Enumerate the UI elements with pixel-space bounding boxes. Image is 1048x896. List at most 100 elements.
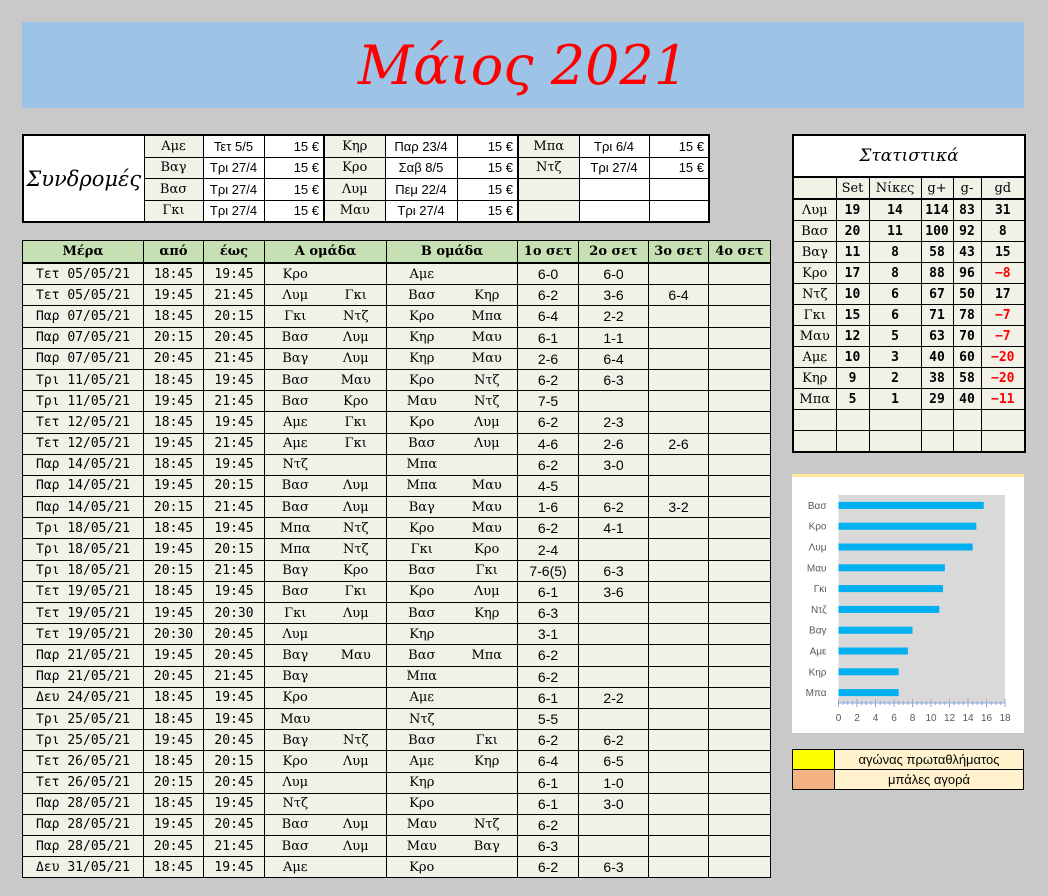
set-2-score[interactable] (578, 474, 650, 498)
set-2-score[interactable]: 6-5 (578, 750, 650, 773)
set-3-score[interactable] (648, 453, 710, 476)
team-b-player-1[interactable]: Κηρ (386, 326, 457, 349)
set-3-score[interactable] (648, 347, 710, 370)
start-time[interactable]: 19:45 (143, 729, 204, 752)
team-a-player-2[interactable] (325, 792, 388, 815)
team-a-player-1[interactable]: Γκι (264, 305, 326, 328)
team-a-player-2[interactable]: Γκι (325, 284, 388, 307)
set-1-score[interactable]: 5-5 (517, 707, 580, 731)
match-day[interactable]: Τετ 19/05/21 (22, 623, 144, 646)
team-a-player-1[interactable]: Βασ (264, 390, 326, 413)
set-3-score[interactable] (648, 644, 710, 667)
team-b-player-2[interactable]: Κηρ (456, 601, 519, 625)
start-time[interactable]: 19:45 (143, 538, 204, 561)
set-1-score[interactable]: 6-4 (517, 305, 580, 328)
team-b-player-2[interactable]: Λυμ (456, 432, 519, 455)
set-4-score[interactable] (708, 601, 772, 625)
set-3-score[interactable]: 6-4 (648, 284, 710, 307)
set-3-score[interactable] (648, 729, 710, 752)
team-b-player-1[interactable]: Κρο (386, 411, 457, 434)
set-4-score[interactable] (708, 368, 772, 392)
end-time[interactable]: 20:45 (203, 729, 265, 752)
start-time[interactable]: 19:45 (143, 432, 204, 455)
set-1-score[interactable]: 6-2 (517, 368, 580, 392)
set-3-score[interactable] (648, 686, 710, 709)
start-time[interactable]: 19:45 (143, 601, 204, 625)
end-time[interactable]: 20:45 (203, 813, 265, 837)
team-b-player-2[interactable]: Μαυ (456, 326, 519, 349)
team-b-player-2[interactable] (456, 707, 519, 731)
set-2-score[interactable]: 6-0 (578, 262, 650, 286)
team-b-player-2[interactable] (456, 453, 519, 476)
set-1-score[interactable]: 6-2 (517, 856, 580, 879)
set-4-score[interactable] (708, 538, 772, 561)
set-4-score[interactable] (708, 559, 772, 582)
end-time[interactable]: 19:45 (203, 580, 265, 604)
end-time[interactable]: 19:45 (203, 517, 265, 540)
team-b-player-2[interactable]: Ντζ (456, 368, 519, 392)
team-a-player-1[interactable]: Βασ (264, 580, 326, 604)
team-a-player-1[interactable]: Βασ (264, 813, 326, 837)
match-day[interactable]: Δευ 24/05/21 (22, 686, 144, 709)
team-a-player-2[interactable]: Λυμ (325, 474, 388, 498)
set-2-score[interactable] (578, 390, 650, 413)
set-4-score[interactable] (708, 856, 772, 879)
team-b-player-1[interactable]: Κηρ (386, 771, 457, 794)
set-2-score[interactable]: 3-0 (578, 792, 650, 815)
end-time[interactable]: 21:45 (203, 835, 265, 858)
team-a-player-2[interactable] (325, 856, 388, 879)
match-day[interactable]: Τρι 25/05/21 (22, 729, 144, 752)
match-day[interactable]: Τετ 05/05/21 (22, 284, 144, 307)
set-3-score[interactable] (648, 665, 710, 688)
set-3-score[interactable] (648, 262, 710, 286)
team-b-player-1[interactable]: Μπα (386, 665, 457, 688)
team-b-player-2[interactable]: Μαυ (456, 474, 519, 498)
start-time[interactable]: 18:45 (143, 453, 204, 476)
column-header[interactable]: 1ο σετ (517, 240, 580, 264)
match-day[interactable]: Παρ 07/05/21 (22, 347, 144, 370)
set-1-score[interactable]: 6-2 (517, 813, 580, 837)
team-a-player-1[interactable]: Βασ (264, 496, 326, 519)
set-3-score[interactable] (648, 474, 710, 498)
team-b-player-2[interactable]: Μαυ (456, 347, 519, 370)
start-time[interactable]: 18:45 (143, 411, 204, 434)
set-1-score[interactable]: 6-0 (517, 262, 580, 286)
start-time[interactable]: 20:15 (143, 496, 204, 519)
set-4-score[interactable] (708, 326, 772, 349)
team-b-player-2[interactable]: Κηρ (456, 750, 519, 773)
match-day[interactable]: Παρ 14/05/21 (22, 453, 144, 476)
team-a-player-2[interactable]: Ντζ (325, 517, 388, 540)
set-2-score[interactable]: 3-6 (578, 284, 650, 307)
set-2-score[interactable]: 2-3 (578, 411, 650, 434)
column-header[interactable]: από (143, 240, 204, 264)
set-4-score[interactable] (708, 474, 772, 498)
team-a-player-2[interactable]: Λυμ (325, 835, 388, 858)
set-4-score[interactable] (708, 305, 772, 328)
set-2-score[interactable]: 3-6 (578, 580, 650, 604)
team-a-player-2[interactable]: Μαυ (325, 368, 388, 392)
team-a-player-1[interactable]: Ντζ (264, 453, 326, 476)
set-4-score[interactable] (708, 665, 772, 688)
set-3-score[interactable] (648, 623, 710, 646)
team-a-player-2[interactable] (325, 453, 388, 476)
match-day[interactable]: Τρι 18/05/21 (22, 559, 144, 582)
set-1-score[interactable]: 6-2 (517, 517, 580, 540)
team-b-player-1[interactable]: Βαγ (386, 496, 457, 519)
set-3-score[interactable] (648, 580, 710, 604)
team-b-player-2[interactable]: Λυμ (456, 411, 519, 434)
set-1-score[interactable]: 6-2 (517, 665, 580, 688)
team-a-player-1[interactable]: Βαγ (264, 729, 326, 752)
set-3-score[interactable] (648, 750, 710, 773)
team-b-player-2[interactable] (456, 262, 519, 286)
match-day[interactable]: Τετ 05/05/21 (22, 262, 144, 286)
team-b-player-1[interactable]: Μπα (386, 474, 457, 498)
end-time[interactable]: 21:45 (203, 347, 265, 370)
end-time[interactable]: 19:45 (203, 792, 265, 815)
team-a-player-1[interactable]: Λυμ (264, 771, 326, 794)
team-b-player-1[interactable]: Κηρ (386, 347, 457, 370)
set-3-score[interactable] (648, 411, 710, 434)
start-time[interactable]: 18:45 (143, 262, 204, 286)
column-header[interactable]: 4ο σετ (708, 240, 772, 264)
team-b-player-2[interactable] (456, 792, 519, 815)
team-a-player-2[interactable]: Γκι (325, 432, 388, 455)
